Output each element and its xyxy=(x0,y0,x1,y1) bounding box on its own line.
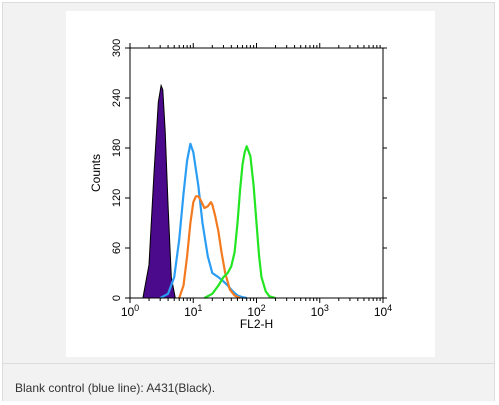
y-axis-label: Counts xyxy=(89,154,103,192)
x-tick-label: 100 xyxy=(121,303,139,319)
plot-panel: 0 60 120 180 240 300 100 101 102 103 104 FL2-H Count… xyxy=(66,11,435,357)
y-tick-label: 240 xyxy=(111,89,123,107)
x-tick-label: 103 xyxy=(311,303,329,319)
histogram-chart: 0 60 120 180 240 300 100 101 102 103 104 FL2-H Count… xyxy=(89,39,392,331)
x-tick-label: 102 xyxy=(247,303,265,319)
y-tick-label: 180 xyxy=(111,139,123,157)
x-tick-label: 101 xyxy=(184,303,202,319)
y-tick-label: 120 xyxy=(111,189,123,207)
histogram-line-3 xyxy=(203,145,276,300)
x-tick-label: 104 xyxy=(374,303,392,319)
histogram-line-1 xyxy=(159,142,247,300)
y-tick-label: 0 xyxy=(111,295,123,301)
y-tick-label: 300 xyxy=(111,39,123,57)
caption-area: Blank control (blue line): A431(Black). xyxy=(3,363,494,401)
figure-caption: Blank control (blue line): A431(Black). xyxy=(15,381,216,395)
x-axis-label: FL2-H xyxy=(240,317,273,331)
histogram-line-2 xyxy=(178,195,241,300)
figure-card: 0 60 120 180 240 300 100 101 102 103 104 FL2-H Count… xyxy=(2,2,495,401)
histogram-filled-0 xyxy=(142,83,176,299)
y-tick-label: 60 xyxy=(111,242,123,254)
